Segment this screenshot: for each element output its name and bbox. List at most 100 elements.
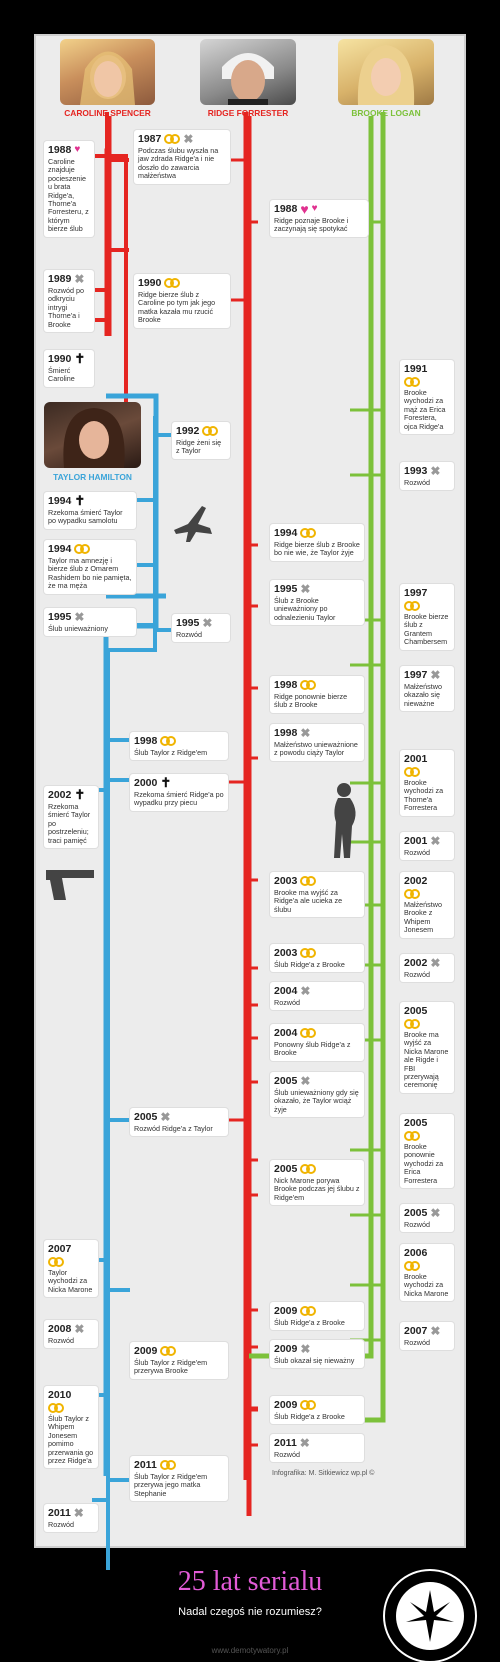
card-ridge-2005b: 2005 Nick Marone porywa Brooke podczas je… [270, 1160, 364, 1206]
cross-icon: ✖ [430, 1206, 441, 1220]
card-ridge-1994: 1994 Ridge bierze ślub z Brooke bo nie wi… [270, 524, 364, 561]
rings-icon [48, 1257, 64, 1267]
card-brooke-2002a: 2002 Małżeństwo Brooke z Whipem Jonesem [400, 872, 454, 938]
rings-icon [404, 1019, 420, 1029]
card-ridge-2005a: 2005 ✖ Ślub unieważniony gdy się okazało, … [270, 1072, 364, 1118]
rings-icon [300, 876, 317, 886]
card-ridge-2004a: 2004 ✖ Rozwód [270, 982, 364, 1011]
card-taylor-2007: 2007 Taylor wychodzi za Nicka Marone [44, 1240, 98, 1298]
cross-icon: ✖ [160, 1110, 171, 1124]
cross-icon: ✖ [183, 132, 194, 146]
card-taylor-2011a: 2011 ✖ Rozwód [44, 1504, 98, 1533]
rings-icon [300, 1306, 317, 1316]
card-ridge-1990: 1990 Ridge bierze ślub z Caroline po tym … [134, 274, 230, 328]
rings-icon [202, 426, 219, 436]
rings-icon [74, 544, 91, 554]
card-ridge-2003a: 2003 Brooke ma wyjść za Ridge'a ale uciek… [270, 872, 364, 918]
cross-icon: ✖ [300, 1342, 311, 1356]
card-taylor-2009: 2009 Ślub Taylor z Ridge'em przerywa Broo… [130, 1342, 228, 1379]
brooke-portrait [338, 39, 434, 105]
dagger-icon: ✝ [74, 493, 86, 508]
caroline-portrait [60, 39, 155, 105]
rings-icon [164, 278, 181, 288]
card-ridge-2011: 2011 ✖ Rozwód [270, 1434, 364, 1463]
card-ridge-1988: 1988 ♥ ♥ Ridge poznaje Brooke i zaczynają s… [270, 200, 368, 237]
card-caroline-1990: 1990 ✝ Śmierć Caroline [44, 350, 94, 387]
card-brooke-1997a: 1997 Brooke bierze ślub z Grantem Chamber… [400, 584, 454, 650]
rings-icon [164, 134, 181, 144]
cross-icon: ✖ [74, 610, 85, 624]
card-caroline-1988: 1988 ♥ Caroline znajduje pocieszenie u bra… [44, 141, 94, 237]
rings-icon [160, 736, 177, 746]
card-taylor-1998: 1998 Ślub Taylor z Ridge'em [130, 732, 228, 761]
card-brooke-1991: 1991 Brooke wychodzi za mąż za Erica Fore… [400, 360, 454, 435]
card-ridge-2009c: 2009 Ślub Ridge'a z Brooke [270, 1396, 364, 1425]
brooke-name: BROOKE LOGAN [351, 108, 421, 118]
card-ridge-2003b: 2003 Ślub Ridge'a z Brooke [270, 944, 364, 973]
pistol-icon [46, 870, 94, 900]
card-brooke-2005c: 2005 ✖ Rozwód [400, 1204, 454, 1233]
card-ridge-2004b: 2004 Ponowny ślub Ridge'a z Brooke [270, 1024, 364, 1061]
airplane-icon [174, 506, 212, 542]
cross-icon: ✖ [300, 984, 311, 998]
rings-icon [404, 377, 420, 387]
card-ridge-2009b: 2009 ✖ Ślub okazał się nieważny [270, 1340, 364, 1369]
cross-icon: ✖ [299, 1436, 310, 1450]
heart-icon: ♥ [311, 203, 318, 214]
heart-icon: ♥ [74, 144, 81, 155]
rings-icon [48, 1403, 64, 1413]
card-taylor-2011b: 2011 Ślub Taylor z Ridge'em przerywa jego… [130, 1456, 228, 1502]
card-ridge-1998b: 1998 ✖ Małżeństwo unieważnione z powodu ci… [270, 724, 364, 761]
card-ridge-1987: 1987 ✖ Podczas ślubu wyszła na jaw zdrada … [134, 130, 230, 184]
card-taylor-2005: 2005 ✖ Rozwód Ridge'a z Taylor [130, 1108, 228, 1137]
card-taylor-1995: 1995 ✖ Ślub unieważniony [44, 608, 136, 637]
taylor-portrait [44, 402, 141, 468]
rings-icon [300, 1164, 317, 1174]
taylor-name: TAYLOR HAMILTON [53, 472, 132, 482]
card-brooke-2005a: 2005 Brooke ma wyjść za Nicka Marone ale … [400, 1002, 454, 1093]
card-taylor-1994b: 1994 Taylor ma amnezję i bierze ślub z Om… [44, 540, 136, 594]
rings-icon [300, 1028, 317, 1038]
rings-icon [300, 680, 317, 690]
cross-icon: ✖ [430, 956, 441, 970]
cross-icon: ✖ [300, 1074, 311, 1088]
rings-icon [404, 1131, 420, 1141]
cross-icon: ✖ [74, 272, 85, 286]
cross-icon: ✖ [74, 1322, 85, 1336]
rings-icon [159, 1460, 176, 1470]
card-taylor-2000: 2000 ✝ Rzekoma śmierć Ridge'a po wypadku p… [130, 774, 228, 811]
card-brooke-2005b: 2005 Brooke ponownie wychodzi za Erica Fo… [400, 1114, 454, 1189]
card-taylor-1994a: 1994 ✝ Rzekoma śmierć Taylor po wypadku sa… [44, 492, 136, 529]
rings-icon [160, 1346, 177, 1356]
card-caroline-1989: 1989 ✖ Rozwód po odkryciu intrygi Thorne'a… [44, 270, 94, 333]
poster-title: 25 lat serialu [177, 1566, 323, 1597]
dagger-icon: ✝ [160, 775, 172, 790]
cross-icon: ✖ [202, 616, 213, 630]
ridge-portrait [200, 39, 296, 105]
site-url[interactable]: www.demotywatory.pl [211, 1646, 289, 1655]
card-brooke-2002b: 2002 ✖ Rozwód [400, 954, 454, 983]
credit-text: Infografika: M. Sitkiewicz wp.pl © [272, 1470, 375, 1477]
dagger-icon: ✝ [74, 787, 86, 802]
heart-icon: ♥ [300, 201, 309, 217]
caroline-name: CAROLINE SPENCER [64, 108, 151, 118]
dagger-icon: ✝ [74, 351, 86, 366]
cross-icon: ✖ [300, 726, 311, 740]
cross-icon: ✖ [300, 582, 311, 596]
rings-icon [300, 948, 317, 958]
growlickpro-badge-icon [383, 1569, 477, 1662]
card-taylor-ridge-1995: 1995 ✖ Rozwód [172, 614, 230, 643]
rings-icon [404, 1261, 420, 1271]
card-taylor-2010: 2010 Ślub Taylor z Whipem Jonesem pomimo … [44, 1386, 98, 1469]
card-brooke-2001b: 2001 ✖ Rozwód [400, 832, 454, 861]
card-brooke-2006: 2006 Brooke wychodzi za Nicka Marone [400, 1244, 454, 1302]
cross-icon: ✖ [430, 668, 441, 682]
card-brooke-2007: 2007 ✖ Rozwód [400, 1322, 454, 1351]
card-ridge-1998a: 1998 Ridge ponownie bierze ślub z Brooke [270, 676, 364, 713]
rings-icon [300, 1400, 317, 1410]
rings-icon [404, 889, 420, 899]
cross-icon: ✖ [430, 464, 441, 478]
cross-icon: ✖ [73, 1506, 84, 1520]
card-ridge-2009a: 2009 Ślub Ridge'a z Brooke [270, 1302, 364, 1331]
card-taylor-2008: 2008 ✖ Rozwód [44, 1320, 98, 1349]
